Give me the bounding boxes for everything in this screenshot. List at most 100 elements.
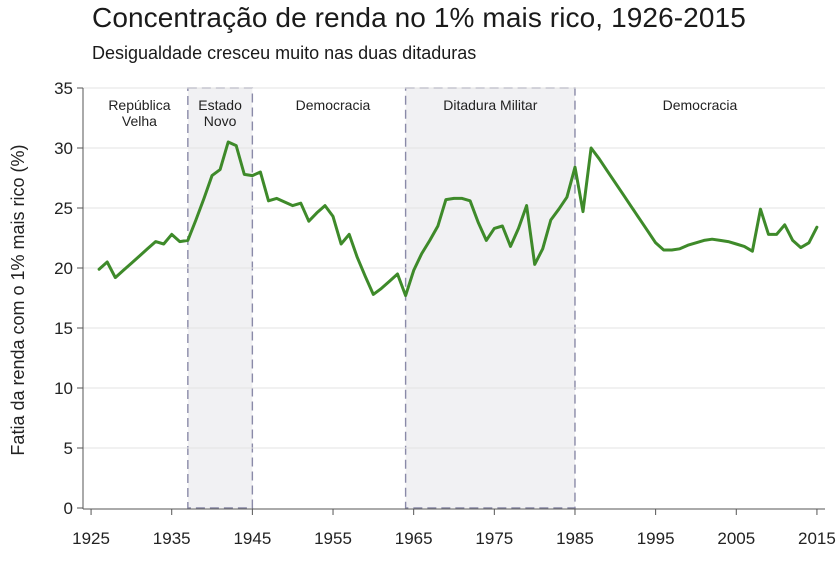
data-point: [541, 247, 544, 250]
chart-subtitle: Desigualdade cresceu muito nas duas dita…: [92, 43, 477, 63]
data-point: [122, 269, 125, 272]
data-point: [412, 269, 415, 272]
data-point: [307, 220, 310, 223]
x-tick-label: 1925: [72, 529, 110, 548]
data-point: [703, 239, 706, 242]
data-point: [235, 144, 238, 147]
period-label: Democracia: [663, 97, 738, 113]
data-point: [404, 294, 407, 297]
data-point: [146, 247, 149, 250]
data-point: [509, 245, 512, 248]
data-point: [517, 227, 520, 230]
data-point: [170, 233, 173, 236]
data-point: [332, 215, 335, 218]
data-point: [340, 243, 343, 246]
y-tick-label: 30: [54, 139, 73, 158]
data-point: [590, 147, 593, 150]
y-axis-label: Fatia da renda com o 1% mais rico (%): [8, 144, 28, 455]
period-label: Ditadura Militar: [443, 97, 537, 113]
data-point: [428, 239, 431, 242]
period-label: República Velha: [108, 97, 170, 129]
data-point: [372, 293, 375, 296]
data-point: [711, 238, 714, 241]
y-tick-label: 20: [54, 259, 73, 278]
data-point: [694, 241, 697, 244]
x-tick-label: 1985: [556, 529, 594, 548]
data-point: [283, 201, 286, 204]
data-point: [775, 233, 778, 236]
data-point: [275, 197, 278, 200]
data-point: [573, 166, 576, 169]
data-point: [299, 202, 302, 205]
data-point: [807, 241, 810, 244]
data-point: [533, 263, 536, 266]
y-tick-label: 10: [54, 379, 73, 398]
data-point: [767, 233, 770, 236]
data-point: [598, 157, 601, 160]
x-tick-label: 2015: [798, 529, 836, 548]
data-point: [614, 181, 617, 184]
data-point: [356, 256, 359, 259]
data-point: [98, 268, 101, 271]
data-point: [138, 255, 141, 258]
data-point: [243, 173, 246, 176]
data-point: [493, 227, 496, 230]
data-point: [565, 196, 568, 199]
period-label: Estado Novo: [198, 97, 242, 129]
data-point: [315, 211, 318, 214]
series-line: [97, 140, 819, 298]
y-tick-label: 35: [54, 79, 73, 98]
data-point: [436, 225, 439, 228]
data-point: [211, 174, 214, 177]
data-point: [670, 249, 673, 252]
axes: 0 5 10 15 20 25 30 35 1925 1935 1945 1955 1965 1975 19…: [54, 79, 836, 548]
data-point: [267, 199, 270, 202]
data-point: [194, 219, 197, 222]
data-point: [759, 208, 762, 211]
series: [97, 140, 819, 298]
data-point: [662, 249, 665, 252]
data-point: [162, 243, 165, 246]
data-point: [719, 239, 722, 242]
y-tick-label: 5: [64, 439, 73, 458]
data-point: [791, 239, 794, 242]
period-label: Democracia: [296, 97, 371, 113]
data-point: [549, 219, 552, 222]
data-point: [686, 244, 689, 247]
data-point: [178, 240, 181, 243]
data-point: [444, 198, 447, 201]
data-point: [251, 174, 254, 177]
data-point: [630, 205, 633, 208]
data-point: [646, 229, 649, 232]
x-tick-label: 1995: [637, 529, 675, 548]
chart-title: Concentração de renda no 1% mais rico, 1…: [92, 2, 746, 33]
data-point: [291, 204, 294, 207]
data-point: [799, 246, 802, 249]
data-point: [485, 239, 488, 242]
data-point: [114, 276, 117, 279]
period-labels: República Velha Estado Novo Democracia Ditadu…: [108, 97, 737, 129]
shaded-period-2: [404, 87, 576, 509]
data-point: [815, 226, 818, 229]
x-tick-label: 1955: [314, 529, 352, 548]
y-tick-label: 0: [64, 499, 73, 518]
data-point: [501, 225, 504, 228]
data-point: [783, 223, 786, 226]
data-point: [202, 197, 205, 200]
data-point: [525, 204, 528, 207]
data-point: [420, 252, 423, 255]
data-point: [227, 141, 230, 144]
y-tick-label: 25: [54, 199, 73, 218]
data-point: [678, 247, 681, 250]
data-point: [638, 217, 641, 220]
data-point: [186, 239, 189, 242]
data-point: [727, 240, 730, 243]
data-point: [396, 273, 399, 276]
data-point: [364, 275, 367, 278]
x-tick-label: 1965: [395, 529, 433, 548]
data-point: [461, 197, 464, 200]
x-tick-label: 2005: [717, 529, 755, 548]
gridlines: [83, 87, 825, 449]
data-point: [654, 241, 657, 244]
